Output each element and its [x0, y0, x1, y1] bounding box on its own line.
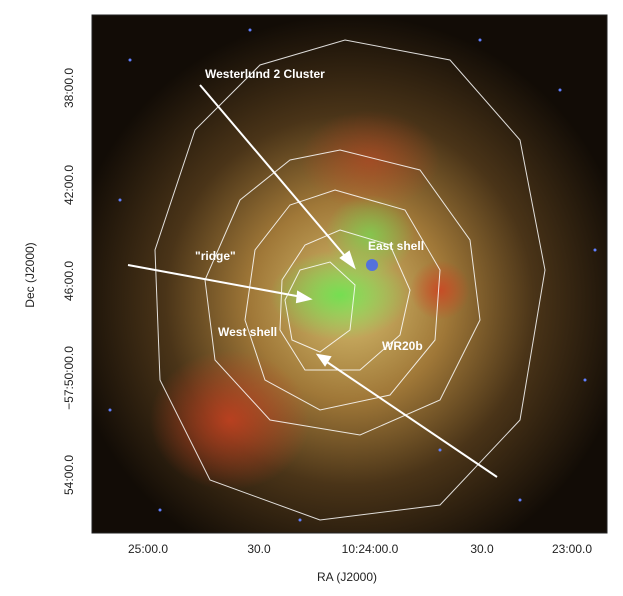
x-tick-label: 30.0	[247, 542, 271, 556]
y-tick-label: 54:00.0	[62, 455, 76, 495]
x-tick-label: 30.0	[470, 542, 494, 556]
annotation: West shell	[218, 325, 277, 339]
sky-image	[92, 15, 607, 533]
y-tick-label: 38:00.0	[62, 68, 76, 108]
y-tick-label: 46:00.0	[62, 261, 76, 301]
y-axis-label: Dec (J2000)	[23, 242, 37, 307]
x-axis-label: RA (J2000)	[317, 570, 377, 584]
y-tick-label: 42:00.0	[62, 165, 76, 205]
x-tick-label: 25:00.0	[128, 542, 168, 556]
x-tick-label: 10:24:00.0	[342, 542, 399, 556]
y-ticks: 38:00.0 42:00.0 46:00.0 −57:50:00.0 54:0…	[62, 68, 76, 495]
annotation: East shell	[368, 239, 424, 253]
x-tick-label: 23:00.0	[552, 542, 592, 556]
x-ticks: 25:00.0 30.0 10:24:00.0 30.0 23:00.0	[128, 542, 592, 556]
arrows	[127, 84, 498, 478]
annotation: WR20b	[382, 339, 423, 353]
contours	[154, 39, 546, 521]
annotation: "ridge"	[195, 249, 236, 263]
y-tick-label: −57:50:00.0	[62, 346, 76, 410]
annotation: Westerlund 2 Cluster	[205, 67, 325, 81]
frame	[91, 14, 608, 534]
